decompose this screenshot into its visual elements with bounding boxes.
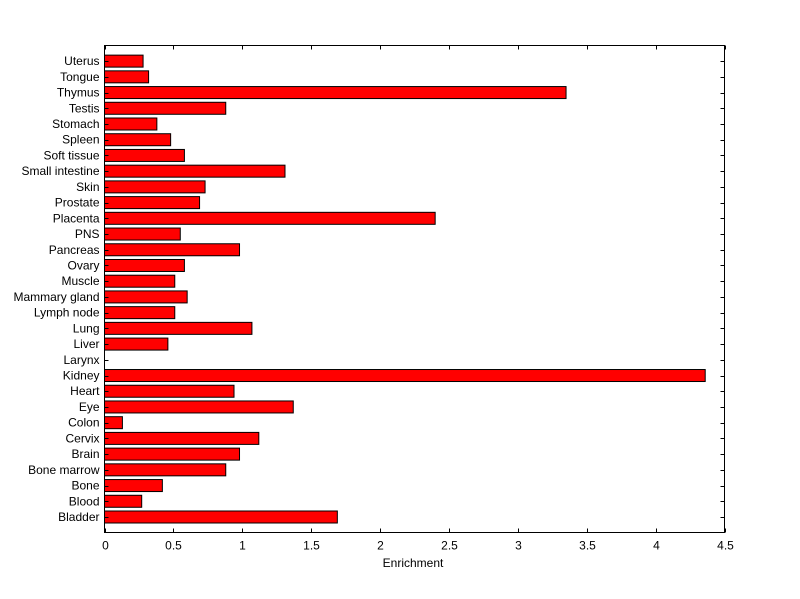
bar-soft-tissue (104, 148, 185, 162)
y-tick-label: Tongue (60, 70, 100, 84)
ticks-layer (104, 45, 726, 533)
x-tick-label: 1.5 (303, 539, 320, 553)
y-tick-label: Cervix (65, 431, 99, 445)
x-tick-label: 3.5 (579, 539, 596, 553)
y-tick-label: Brain (71, 447, 99, 461)
plot-frame (104, 45, 725, 533)
y-tick-label: Stomach (52, 117, 99, 131)
bar-cervix (104, 431, 260, 445)
bar-tongue (104, 70, 150, 84)
bar-uterus (104, 54, 144, 68)
x-axis-title: Enrichment (383, 556, 444, 570)
y-tick-label: Larynx (63, 353, 99, 367)
bar-kidney (104, 369, 706, 383)
bar-brain (104, 447, 241, 461)
bar-small-intestine (104, 164, 286, 178)
y-tick-label: Placenta (53, 211, 100, 225)
y-tick-label: PNS (75, 227, 100, 241)
x-tick-label: 0.5 (165, 539, 182, 553)
bar-prostate (104, 196, 201, 210)
bar-colon (104, 416, 123, 430)
y-tick-label: Lymph node (34, 306, 100, 320)
bar-muscle (104, 274, 176, 288)
y-tick-label: Liver (73, 337, 99, 351)
bar-lymph-node (104, 306, 176, 320)
bar-stomach (104, 117, 158, 131)
bar-lung (104, 321, 253, 335)
y-tick-label: Colon (68, 416, 99, 430)
y-tick-label: Lung (73, 321, 100, 335)
bar-mammary-gland (104, 290, 188, 304)
y-tick-label: Blood (69, 494, 100, 508)
y-tick-label: Small intestine (21, 164, 99, 178)
y-tick-label: Heart (70, 384, 100, 398)
y-tick-label: Kidney (63, 369, 100, 383)
bar-bladder (104, 510, 338, 524)
y-tick-label: Spleen (62, 133, 99, 147)
y-tick-label: Pancreas (49, 243, 100, 257)
bar-pancreas (104, 243, 241, 257)
bar-liver (104, 337, 169, 351)
y-tick-label: Skin (76, 180, 99, 194)
bar-thymus (104, 86, 567, 100)
y-tick-label: Bone marrow (28, 463, 100, 477)
y-tick-label: Eye (79, 400, 100, 414)
x-tick-label: 2.5 (441, 539, 458, 553)
bar-blood (104, 494, 143, 508)
y-tick-label: Muscle (61, 274, 99, 288)
y-tick-label: Testis (69, 101, 100, 115)
x-tick-label: 4.5 (717, 539, 734, 553)
y-tick-label: Uterus (64, 54, 99, 68)
bar-ovary (104, 258, 185, 272)
y-tick-label: Mammary gland (13, 290, 99, 304)
bar-testis (104, 101, 227, 115)
x-tick-label: 4 (653, 539, 660, 553)
y-tick-label: Prostate (55, 196, 100, 210)
y-tick-label: Bone (71, 479, 99, 493)
y-tick-label: Bladder (58, 510, 99, 524)
bar-pns (104, 227, 181, 241)
x-tick-label: 0 (102, 539, 109, 553)
bar-bone (104, 479, 163, 493)
y-tick-label: Ovary (67, 258, 99, 272)
bars-layer (104, 54, 706, 524)
bar-skin (104, 180, 206, 194)
x-tick-label: 1 (239, 539, 246, 553)
bar-eye (104, 400, 294, 414)
y-tick-label: Soft tissue (43, 148, 99, 162)
y-tick-label: Thymus (57, 86, 100, 100)
bar-spleen (104, 133, 172, 147)
x-tick-label: 3 (515, 539, 522, 553)
x-tick-label: 2 (377, 539, 384, 553)
bar-placenta (104, 211, 436, 225)
bar-heart (104, 384, 235, 398)
bar-bone-marrow (104, 463, 227, 477)
